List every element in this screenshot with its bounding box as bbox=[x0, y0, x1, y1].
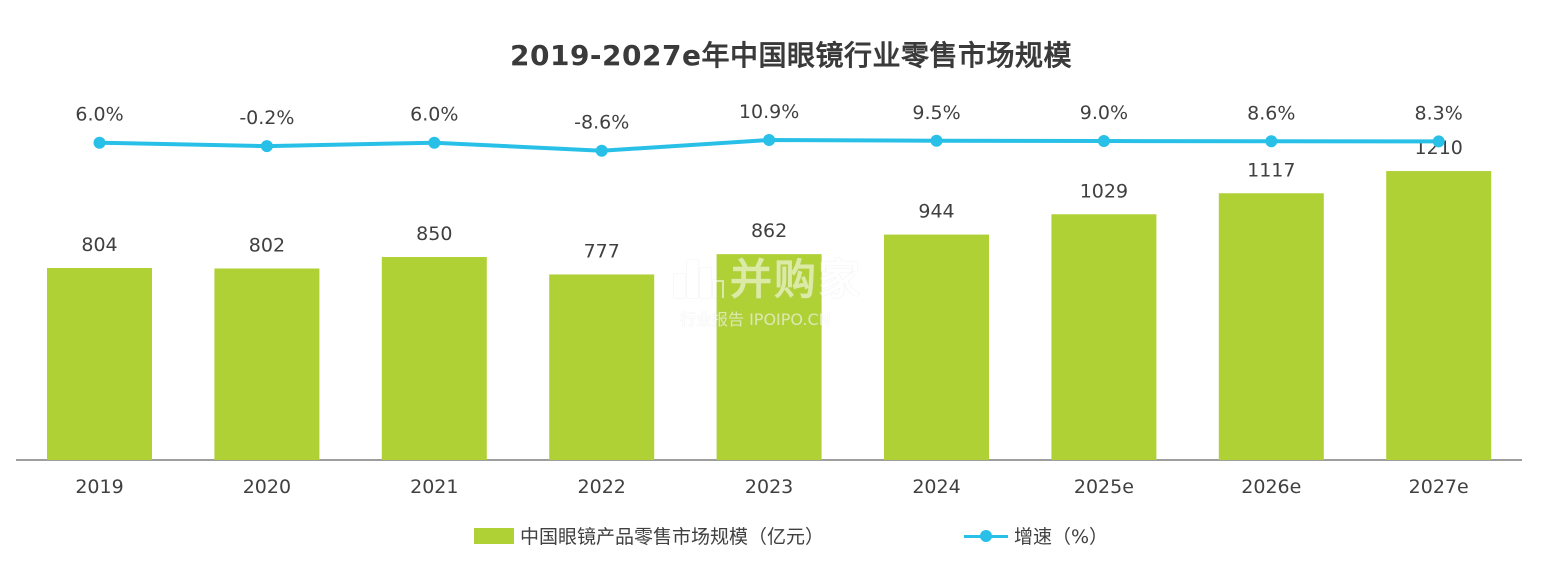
growth-point-2019 bbox=[93, 136, 106, 149]
watermark-sub-text: 行业报告 IPOIPO.CN bbox=[680, 310, 831, 329]
growth-label-2026e: 8.6% bbox=[1247, 102, 1295, 124]
bar-value-label-2023: 862 bbox=[751, 220, 787, 242]
growth-label-2023: 10.9% bbox=[739, 101, 799, 123]
watermark: 并购家 行业报告 IPOIPO.CN bbox=[668, 246, 898, 336]
growth-point-2021 bbox=[428, 136, 441, 149]
bar-2027e bbox=[1386, 171, 1492, 460]
growth-point-2026e bbox=[1265, 135, 1278, 148]
chart-title: 2019-2027e年中国眼镜行业零售市场规模 bbox=[510, 39, 1072, 72]
x-tick-label-2022: 2022 bbox=[578, 476, 626, 498]
x-tick-label-2021: 2021 bbox=[410, 476, 458, 498]
bar-2020 bbox=[214, 268, 320, 460]
legend-bar-swatch bbox=[474, 527, 514, 544]
x-tick-label-2023: 2023 bbox=[745, 476, 793, 498]
growth-label-2020: -0.2% bbox=[239, 107, 294, 129]
bar-value-label-2019: 804 bbox=[81, 234, 117, 256]
x-tick-label-2026e: 2026e bbox=[1241, 476, 1301, 498]
bar-2023 bbox=[716, 254, 822, 460]
watermark-logo-icon bbox=[674, 254, 724, 298]
growth-label-2022: -8.6% bbox=[574, 112, 629, 134]
growth-label-2024: 9.5% bbox=[912, 102, 960, 124]
legend-line-swatch bbox=[964, 528, 1008, 544]
bar-2025e bbox=[1051, 214, 1157, 460]
watermark-main-text: 并购家 bbox=[730, 255, 863, 304]
bar-value-label-2025e: 1029 bbox=[1080, 180, 1128, 202]
x-tick-label-2020: 2020 bbox=[243, 476, 291, 498]
x-tick-label-2019: 2019 bbox=[75, 476, 123, 498]
bar-2022 bbox=[549, 274, 655, 460]
legend-item-line: 增速（%） bbox=[964, 522, 1108, 549]
bar-value-label-2020: 802 bbox=[249, 234, 285, 256]
growth-point-2027e bbox=[1432, 135, 1445, 148]
growth-label-2025e: 9.0% bbox=[1080, 102, 1128, 124]
x-tick-label-2025e: 2025e bbox=[1074, 476, 1134, 498]
bar-value-label-2021: 850 bbox=[416, 223, 452, 245]
legend-bar-label: 中国眼镜产品零售市场规模（亿元） bbox=[520, 526, 825, 548]
growth-label-2021: 6.0% bbox=[410, 104, 458, 126]
growth-label-2027e: 8.3% bbox=[1415, 102, 1463, 124]
growth-point-2023 bbox=[763, 134, 776, 147]
bar-value-label-2022: 777 bbox=[584, 240, 620, 262]
bar-value-label-2024: 944 bbox=[918, 201, 954, 223]
growth-label-2019: 6.0% bbox=[75, 104, 123, 126]
legend-line-label: 增速（%） bbox=[1014, 526, 1109, 548]
bar-2019 bbox=[47, 268, 152, 460]
bar-2021 bbox=[381, 257, 487, 460]
growth-point-2020 bbox=[260, 140, 273, 153]
x-tick-label-2024: 2024 bbox=[912, 476, 960, 498]
bar-2026e bbox=[1218, 193, 1324, 461]
legend: 中国眼镜产品零售市场规模（亿元） 增速（%） bbox=[0, 522, 1552, 552]
bar-2024 bbox=[884, 234, 989, 460]
x-tick-label-2027e: 2027e bbox=[1409, 476, 1469, 498]
growth-point-2025e bbox=[1097, 135, 1110, 148]
legend-item-bar: 中国眼镜产品零售市场规模（亿元） bbox=[474, 522, 824, 549]
bar-value-label-2026e: 1117 bbox=[1247, 159, 1295, 181]
growth-point-2022 bbox=[595, 144, 608, 157]
growth-point-2024 bbox=[930, 134, 943, 147]
